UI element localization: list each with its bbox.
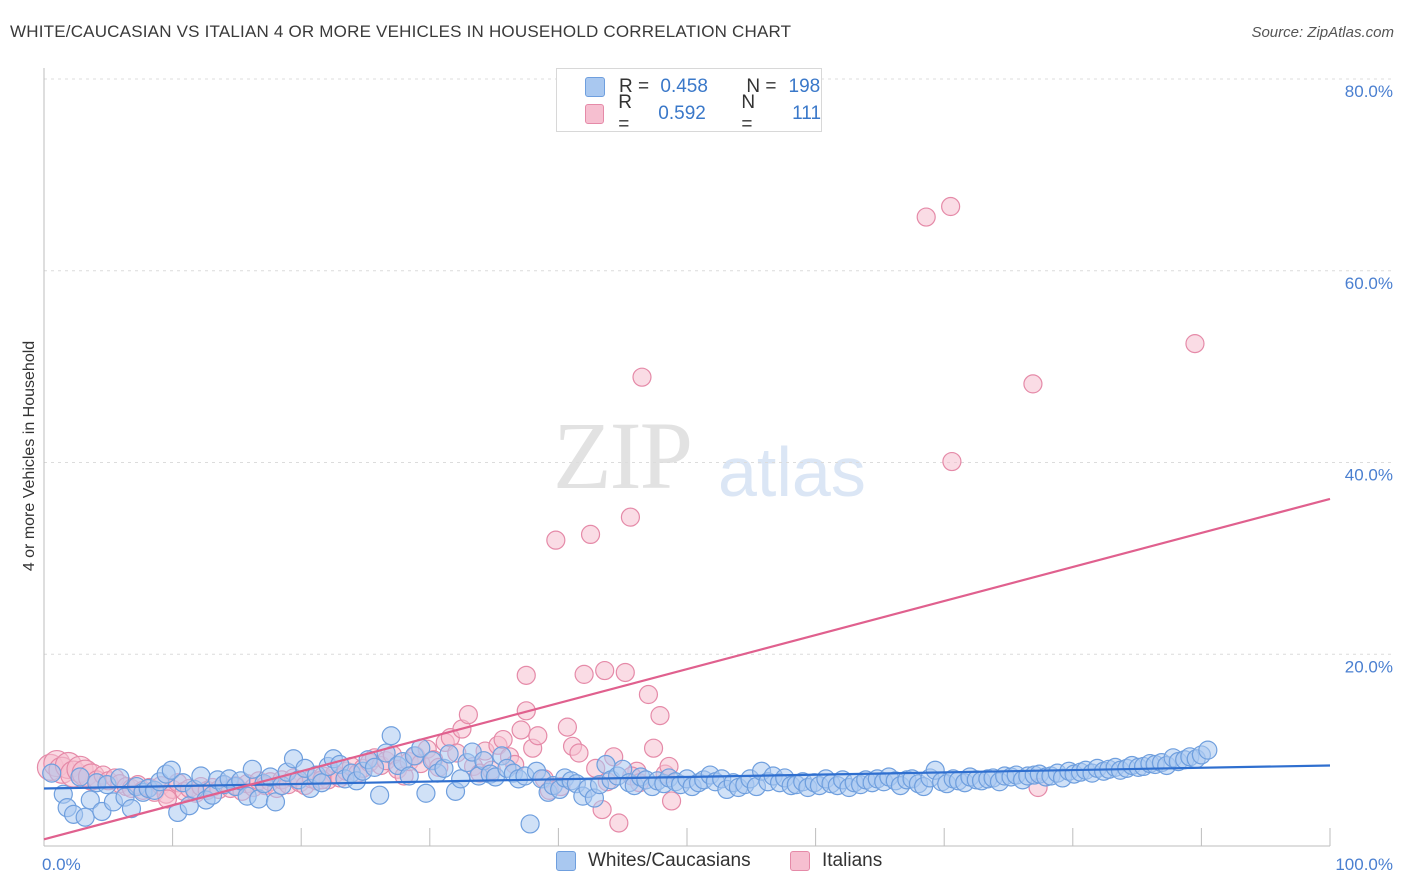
white-point: [416, 783, 436, 803]
italian-point: [942, 451, 962, 472]
italian-point: [1023, 374, 1043, 394]
white-point: [121, 799, 142, 819]
italian-point: [458, 705, 478, 725]
series-label-whites: Whites/Caucasians: [588, 850, 751, 871]
legend-r-value: 0.592: [658, 103, 706, 124]
white-point: [439, 744, 459, 764]
whites-trend-line: [43, 764, 1331, 790]
legend-n-label: N =: [741, 92, 756, 135]
italian-point: [643, 738, 664, 758]
series-legend: Whites/Caucasians Italians: [0, 850, 1406, 880]
legend-swatch-italians: [585, 104, 605, 124]
legend-row-italians: R = 0.592 N = 111: [585, 92, 822, 135]
white-point: [370, 785, 390, 805]
white-point: [381, 726, 401, 746]
italian-point: [620, 507, 641, 527]
white-point: [451, 769, 471, 789]
legend-row-whites: R = 0.458 N = 198: [585, 74, 820, 100]
italian-point: [569, 743, 589, 763]
legend-swatch-whites: [585, 77, 605, 97]
series-legend-italians: Italians: [790, 850, 882, 872]
legend-n-label: N =: [746, 76, 777, 97]
italian-point: [609, 813, 629, 833]
grid-lines: [44, 78, 1392, 655]
white-point: [161, 760, 181, 780]
y-tick-label: 80.0%: [1345, 82, 1393, 101]
italian-point: [661, 791, 682, 811]
white-point: [399, 766, 419, 786]
whites-points: [42, 726, 1218, 834]
italian-point: [1185, 334, 1205, 354]
y-tick-label: 40.0%: [1345, 466, 1393, 485]
italians-points: [36, 196, 1205, 833]
italian-point: [574, 664, 594, 684]
italian-point: [632, 367, 652, 387]
series-swatch-italians: [790, 851, 810, 871]
watermark-atlas: atlas: [718, 433, 866, 511]
italian-point: [511, 720, 531, 740]
white-point: [70, 767, 90, 787]
y-tick-labels: 20.0% 40.0% 60.0% 80.0%: [1345, 82, 1393, 676]
white-point: [110, 768, 130, 788]
white-point: [1198, 740, 1218, 760]
x-tick-label: 0.0%: [42, 855, 81, 874]
trend-lines: [43, 497, 1331, 841]
series-legend-whites: Whites/Caucasians: [556, 850, 751, 872]
watermark-zip: ZIP: [553, 402, 693, 509]
y-tick-label: 60.0%: [1345, 274, 1393, 293]
axes: [43, 68, 1331, 847]
italian-point: [580, 524, 601, 545]
italian-point: [595, 660, 615, 681]
legend-n-value: 111: [792, 103, 822, 124]
white-point: [364, 757, 385, 777]
source-label: Source: ZipAtlas.com: [1251, 24, 1394, 41]
series-label-italians: Italians: [822, 850, 883, 871]
chart-title: WHITE/CAUCASIAN VS ITALIAN 4 OR MORE VEH…: [10, 22, 792, 41]
italians-trend-line: [43, 497, 1331, 841]
white-point: [242, 759, 262, 779]
legend-n-value: 198: [788, 76, 821, 97]
white-point: [42, 763, 62, 783]
italian-point: [638, 684, 659, 705]
series-swatch-whites: [556, 851, 576, 871]
italian-point: [546, 530, 566, 550]
y-tick-label: 20.0%: [1345, 657, 1393, 676]
white-point: [191, 766, 211, 786]
white-point: [265, 792, 286, 812]
legend-r-label: R =: [618, 92, 632, 135]
legend-r-label: R =: [619, 76, 650, 97]
italian-point: [493, 729, 513, 750]
italian-point: [615, 662, 635, 683]
x-tick-label: 100.0%: [1335, 855, 1393, 874]
italian-point: [916, 207, 936, 227]
italian-point: [557, 717, 578, 737]
italian-point: [528, 726, 548, 746]
italian-point: [650, 706, 670, 726]
white-point: [75, 807, 95, 827]
italian-point: [941, 196, 961, 217]
x-tick-labels: 0.0% 100.0%: [42, 855, 1393, 874]
white-point: [520, 814, 540, 834]
legend-r-value: 0.458: [660, 76, 708, 97]
italian-point: [516, 665, 536, 685]
white-point: [80, 790, 100, 810]
correlation-legend: R = 0.458 N = 198 R = 0.592 N = 111: [556, 68, 822, 135]
